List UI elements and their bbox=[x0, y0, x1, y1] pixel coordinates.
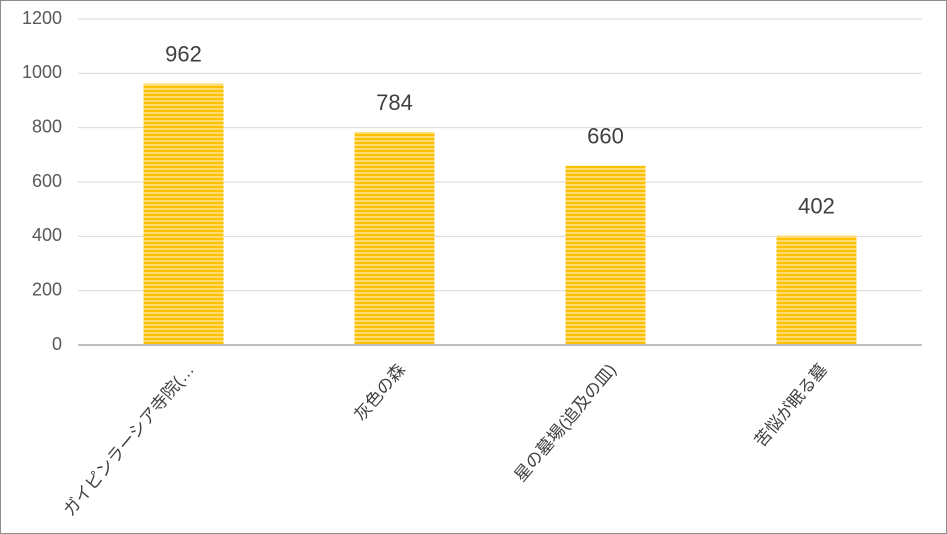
bar bbox=[776, 235, 857, 345]
data-label: 784 bbox=[376, 90, 413, 115]
y-tick-label: 1000 bbox=[22, 62, 62, 82]
data-label: 962 bbox=[165, 41, 202, 66]
bar bbox=[143, 83, 224, 345]
y-tick-label: 200 bbox=[32, 279, 62, 299]
y-tick-label: 600 bbox=[32, 171, 62, 191]
data-label: 660 bbox=[587, 124, 624, 149]
y-tick-label: 1200 bbox=[22, 8, 62, 28]
bar bbox=[354, 132, 435, 345]
y-tick-label: 400 bbox=[32, 225, 62, 245]
y-tick-label: 0 bbox=[52, 334, 62, 354]
data-label: 402 bbox=[798, 194, 835, 219]
y-tick-label: 800 bbox=[32, 116, 62, 136]
bar bbox=[565, 165, 646, 345]
